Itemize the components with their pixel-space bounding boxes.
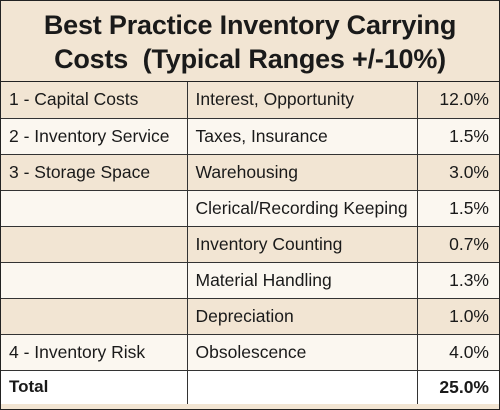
title-line-1: Best Practice Inventory Carrying	[43, 10, 457, 40]
item-cell: Depreciation	[187, 298, 418, 335]
item-cell: Obsolescence	[187, 334, 418, 371]
value-cell: 1.5%	[417, 118, 499, 155]
category-cell	[1, 190, 188, 227]
total-value: 25.0%	[417, 370, 499, 404]
category-cell: 4 - Inventory Risk	[1, 334, 188, 371]
table-row: Inventory Counting 0.7%	[1, 226, 499, 263]
item-cell: Inventory Counting	[187, 226, 418, 263]
item-cell: Clerical/Recording Keeping	[187, 190, 418, 227]
total-label: Total	[1, 370, 188, 404]
table-row: 4 - Inventory Risk Obsolescence 4.0%	[1, 334, 499, 371]
category-cell: 2 - Inventory Service	[1, 118, 188, 155]
value-cell: 12.0%	[417, 82, 499, 119]
value-cell: 3.0%	[417, 154, 499, 191]
item-cell: Interest, Opportunity	[187, 82, 418, 119]
category-cell	[1, 298, 188, 335]
item-cell: Warehousing	[187, 154, 418, 191]
table-title: Best Practice Inventory Carrying Costs (…	[1, 1, 499, 82]
table-row: Depreciation 1.0%	[1, 298, 499, 335]
item-cell: Material Handling	[187, 262, 418, 299]
value-cell: 1.5%	[417, 190, 499, 227]
category-cell: 3 - Storage Space	[1, 154, 188, 191]
value-cell: 1.0%	[417, 298, 499, 335]
value-cell: 4.0%	[417, 334, 499, 371]
value-cell: 1.3%	[417, 262, 499, 299]
total-row: Total 25.0%	[1, 370, 499, 404]
table-row: 1 - Capital Costs Interest, Opportunity …	[1, 82, 499, 119]
item-cell: Taxes, Insurance	[187, 118, 418, 155]
category-cell: 1 - Capital Costs	[1, 82, 188, 119]
value-cell: 0.7%	[417, 226, 499, 263]
table-row: Clerical/Recording Keeping 1.5%	[1, 190, 499, 227]
table-row: Material Handling 1.3%	[1, 262, 499, 299]
category-cell	[1, 262, 188, 299]
carrying-costs-table: 1 - Capital Costs Interest, Opportunity …	[1, 82, 499, 404]
total-item-cell	[187, 370, 418, 404]
category-cell	[1, 226, 188, 263]
title-line-2: Costs (Typical Ranges +/-10%)	[54, 44, 446, 74]
table-row: 3 - Storage Space Warehousing 3.0%	[1, 154, 499, 191]
table-row: 2 - Inventory Service Taxes, Insurance 1…	[1, 118, 499, 155]
